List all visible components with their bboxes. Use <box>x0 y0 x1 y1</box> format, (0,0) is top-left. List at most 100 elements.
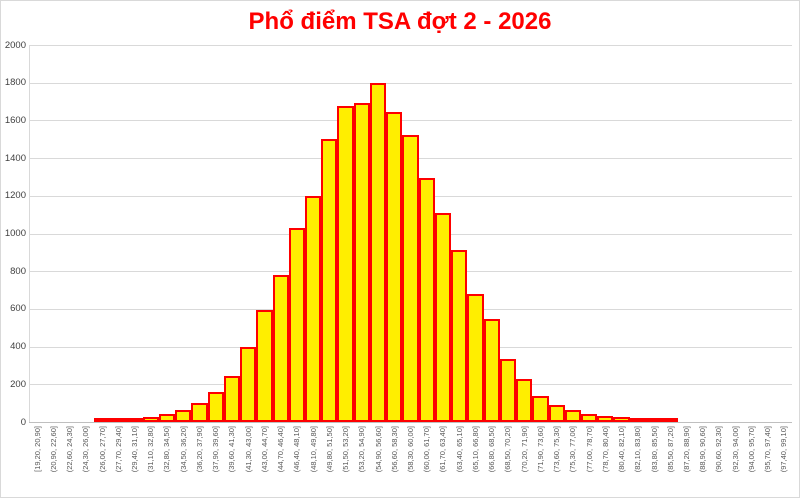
histogram-bar <box>386 111 403 422</box>
bar-slot <box>532 45 549 422</box>
histogram-bar <box>418 177 435 422</box>
bar-slot <box>743 45 759 422</box>
y-axis-tick-label: 0 <box>20 416 26 428</box>
x-axis-tick-label: (87,20, 88,90] <box>681 426 691 473</box>
histogram-bar <box>353 103 370 422</box>
x-axis-tick-label: (94,00, 95,70] <box>746 426 756 473</box>
bar-slot <box>499 45 517 422</box>
bar-slot <box>597 45 614 422</box>
x-axis-tick-label: (77,00, 78,70] <box>584 426 594 473</box>
bar-slot <box>613 45 630 422</box>
bar-slot <box>93 45 111 422</box>
x-axis-tick-label: (54,90, 56,60] <box>373 426 383 473</box>
histogram-bar <box>451 250 468 422</box>
y-axis-tick-label: 400 <box>10 341 26 353</box>
bar-slot <box>483 45 500 422</box>
x-axis-tick-label: (20,90, 22,60] <box>48 426 58 473</box>
bar-slot <box>61 45 77 422</box>
histogram-bar <box>467 293 484 422</box>
x-axis-tick-label: (75,30, 77,00] <box>568 426 578 473</box>
y-axis-tick-label: 1200 <box>4 190 26 202</box>
histogram-bar <box>158 414 176 422</box>
x-axis-tick-label: (65,10, 66,80] <box>470 426 480 473</box>
bar-slot <box>240 45 257 422</box>
x-axis-tick-label: (73,60, 75,30] <box>552 426 562 473</box>
bar-slot <box>110 45 127 422</box>
bar-slot <box>78 45 94 422</box>
bar-slot <box>304 45 322 422</box>
x-axis-tick-label: (32,80, 34,50] <box>162 426 172 473</box>
bar-slot <box>386 45 403 422</box>
x-axis-tick-label: (66,80, 68,50] <box>487 426 497 473</box>
histogram-bar <box>207 391 224 422</box>
bar-slot <box>256 45 273 422</box>
x-axis-tick-label: (92,30, 94,00] <box>730 426 740 473</box>
y-axis-tick-label: 1000 <box>4 228 26 239</box>
histogram-bars <box>29 45 792 422</box>
bar-slot <box>126 45 143 422</box>
y-axis-line <box>29 45 30 422</box>
histogram-bar <box>110 418 127 422</box>
histogram-bar <box>629 417 646 422</box>
x-axis-tick-label: [19,20, 20,90] <box>32 426 42 472</box>
bar-slot <box>207 45 224 422</box>
histogram-bar <box>337 106 354 422</box>
x-axis-tick-label: (63,40, 65,10] <box>454 426 464 473</box>
x-axis-tick-label: (95,70, 97,40] <box>763 426 773 473</box>
bar-slot <box>223 45 241 422</box>
histogram-bar <box>597 415 614 422</box>
x-axis-tick-label: (44,70, 46,40] <box>276 426 286 473</box>
x-axis-tick-label: (56,60, 58,30] <box>389 426 399 473</box>
histogram-bar <box>645 418 663 422</box>
bar-slot <box>645 45 663 422</box>
histogram-bar <box>499 358 517 422</box>
y-axis-tick-label: 600 <box>10 303 26 315</box>
histogram-bar <box>516 378 533 422</box>
x-axis-tick-label: (37,90, 39,60] <box>211 426 221 473</box>
bar-slot <box>451 45 468 422</box>
gridline <box>29 120 792 122</box>
histogram-bar <box>175 410 192 422</box>
x-axis-tick-label: (80,40, 82,10] <box>617 426 627 473</box>
bar-slot <box>191 45 208 422</box>
bar-slot <box>337 45 354 422</box>
bar-slot <box>402 45 419 422</box>
bar-slot <box>369 45 387 422</box>
histogram-bar <box>580 413 598 422</box>
x-axis-tick-label: (49,80, 51,50] <box>324 426 334 473</box>
x-axis-tick-label: (34,50, 36,20] <box>178 426 188 473</box>
x-axis-tick-label: (41,30, 43,00] <box>243 426 253 473</box>
x-axis-tick-label: (83,80, 85,50] <box>649 426 659 473</box>
y-axis-tick-label: 1800 <box>4 77 26 89</box>
histogram-bar <box>223 375 241 422</box>
bar-slot <box>776 45 792 422</box>
x-axis-tick-label: (58,30, 60,00] <box>406 426 415 473</box>
x-axis-tick-label: (68,50, 70,20] <box>503 426 513 473</box>
x-axis-tick-label: (46,40, 48,10] <box>292 426 302 473</box>
bar-slot <box>29 45 45 422</box>
x-axis-tick-label: (82,10, 83,80] <box>633 426 643 473</box>
histogram-bar <box>93 418 111 422</box>
histogram-bar <box>548 404 565 422</box>
bar-slot <box>288 45 305 422</box>
bar-slot <box>418 45 435 422</box>
gridline <box>29 82 792 84</box>
x-axis-tick-label: (22,60, 24,30] <box>65 426 75 473</box>
x-axis-tick-label: (78,70, 80,40] <box>600 426 610 473</box>
histogram-bar <box>321 139 338 422</box>
histogram-bar <box>256 309 273 422</box>
histogram-bar <box>272 274 289 422</box>
x-axis-tick-label: (61,70, 63,40] <box>438 426 448 473</box>
histogram-bar <box>564 409 581 422</box>
x-axis-tick-label: (60,00, 61,70] <box>422 426 432 473</box>
histogram-bar <box>240 346 257 422</box>
histogram-bar <box>434 212 452 422</box>
x-axis-tick-label: (39,60, 41,30] <box>227 426 237 473</box>
x-axis-tick-label: (36,20, 37,90] <box>194 426 204 473</box>
histogram-bar <box>142 416 159 422</box>
bar-slot <box>467 45 484 422</box>
bar-slot <box>548 45 565 422</box>
histogram-bar <box>532 395 549 422</box>
x-axis-tick-label: (48,10, 49,80] <box>308 426 318 473</box>
